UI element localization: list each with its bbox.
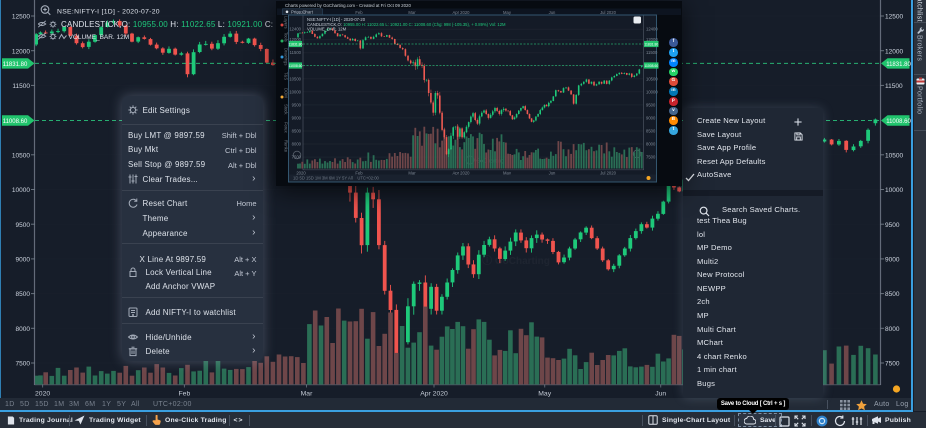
svg-text:9000: 9000 [646, 115, 656, 120]
svg-text:11831.80: 11831.80 [289, 43, 303, 47]
svg-text:11500: 11500 [290, 50, 302, 55]
svg-text:11831.80: 11831.80 [644, 43, 658, 47]
svg-text:9000: 9000 [16, 257, 31, 264]
svg-text:Jun: Jun [549, 170, 556, 175]
svg-text:11008.60: 11008.60 [289, 64, 303, 68]
svg-text:10000: 10000 [12, 187, 30, 194]
svg-text:12000: 12000 [289, 37, 301, 42]
svg-text:7500: 7500 [292, 155, 302, 160]
svg-text:Jun: Jun [549, 10, 556, 15]
svg-text:11008.60: 11008.60 [886, 119, 911, 125]
svg-text:2020: 2020 [296, 10, 306, 15]
svg-text:Mar: Mar [408, 170, 416, 175]
svg-text:8500: 8500 [646, 129, 656, 134]
svg-text:Forex: Forex [284, 122, 289, 134]
svg-text:8500: 8500 [292, 129, 302, 134]
svg-text:Jul 2020: Jul 2020 [600, 10, 617, 15]
svg-text:8500: 8500 [885, 291, 900, 298]
svg-text:10000: 10000 [885, 187, 903, 194]
svg-text:9500: 9500 [292, 102, 302, 107]
svg-text:12500: 12500 [12, 14, 30, 21]
svg-text:Apr 2020: Apr 2020 [453, 10, 471, 15]
svg-text:8000: 8000 [646, 142, 656, 147]
svg-text:9500: 9500 [885, 222, 900, 229]
svg-text:2020: 2020 [35, 391, 50, 398]
svg-text:CANDLESTICK,O: 10955.00 H: 110: CANDLESTICK,O: 10955.00 H: 11022.65 L: 1… [61, 20, 310, 29]
svg-text:12000: 12000 [12, 48, 30, 55]
svg-text:VOLUME_BAR. 12M: VOLUME_BAR. 12M [69, 34, 130, 41]
svg-text:Renko: Renko [284, 140, 289, 153]
svg-text:Mar: Mar [301, 391, 313, 398]
svg-text:9000: 9000 [292, 115, 302, 120]
svg-text:May: May [503, 10, 512, 15]
svg-text:1D 5D 15D 1M 3M 6M 1Y 5: 1D 5D 15D 1M 3M 6M 1Y 5Y All UTC+02:00 [293, 176, 380, 181]
svg-text:NSE:NIFTY-I [1D] - 2020-07-20: NSE:NIFTY-I [1D] - 2020-07-20 [307, 17, 366, 22]
svg-text:8500: 8500 [16, 291, 31, 298]
svg-text:10500: 10500 [289, 76, 301, 81]
svg-text:Feb: Feb [179, 391, 191, 398]
svg-text:Feb: Feb [355, 10, 363, 15]
svg-text:10500: 10500 [885, 152, 903, 159]
svg-text:11831.80: 11831.80 [886, 62, 911, 68]
svg-text:7500: 7500 [16, 361, 31, 368]
svg-text:12500: 12500 [885, 14, 903, 21]
svg-text:Apr 2020: Apr 2020 [420, 391, 448, 398]
svg-text:12000: 12000 [646, 37, 658, 42]
svg-text:NSE:NIFTY-I [1D] - 2020-07-20: NSE:NIFTY-I [1D] - 2020-07-20 [57, 9, 160, 16]
svg-text:12400: 12400 [289, 27, 301, 32]
svg-text:T&S: T&S [284, 72, 289, 80]
svg-text:Charts powered by GoCharting.c: Charts powered by GoCharting.com - Creat… [285, 3, 411, 8]
svg-text:12400: 12400 [646, 27, 658, 32]
svg-text:11500: 11500 [646, 50, 658, 55]
svg-text:Feb: Feb [355, 170, 363, 175]
svg-text:11008.60: 11008.60 [3, 119, 28, 125]
svg-text:ⓘ GoCharting: ⓘ GoCharting [482, 254, 550, 267]
svg-text:Apr 2020: Apr 2020 [453, 170, 471, 175]
svg-text:7500: 7500 [646, 155, 656, 160]
svg-text:11500: 11500 [885, 83, 903, 90]
svg-text:9500: 9500 [16, 222, 31, 229]
svg-text:Price Chart: Price Chart [291, 10, 314, 15]
svg-text:May: May [538, 391, 551, 398]
svg-text:CANDLESTICK,O: 10955.00 H: 110: CANDLESTICK,O: 10955.00 H: 11022.65 L: 1… [307, 22, 506, 27]
svg-text:Jun: Jun [655, 391, 666, 398]
svg-text:9500: 9500 [646, 102, 656, 107]
svg-text:2020: 2020 [296, 170, 306, 175]
svg-text:11500: 11500 [12, 83, 30, 90]
svg-text:10000: 10000 [289, 89, 301, 94]
svg-text:Mar: Mar [408, 10, 416, 15]
svg-text:May: May [503, 170, 512, 175]
svg-text:VOLUME_BAR. 12M: VOLUME_BAR. 12M [307, 26, 347, 31]
svg-text:11008.60: 11008.60 [644, 64, 658, 68]
svg-text:8000: 8000 [292, 142, 302, 147]
svg-text:10000: 10000 [646, 89, 658, 94]
svg-text:Layers: Layers [284, 16, 289, 29]
svg-text:9000: 9000 [885, 257, 900, 264]
svg-text:8000: 8000 [885, 326, 900, 333]
svg-text:10500: 10500 [646, 76, 658, 81]
svg-text:Tools: Tools [284, 32, 289, 42]
svg-text:10500: 10500 [12, 152, 30, 159]
svg-text:DOM: DOM [284, 88, 289, 98]
svg-text:11831.80: 11831.80 [3, 62, 28, 68]
svg-text:8000: 8000 [16, 326, 31, 333]
svg-text:7500: 7500 [885, 361, 900, 368]
svg-text:Jul 2020: Jul 2020 [600, 170, 617, 175]
svg-text:Stock: Stock [284, 104, 289, 115]
svg-text:Drawings: Drawings [284, 48, 289, 65]
svg-text:12000: 12000 [885, 48, 903, 55]
